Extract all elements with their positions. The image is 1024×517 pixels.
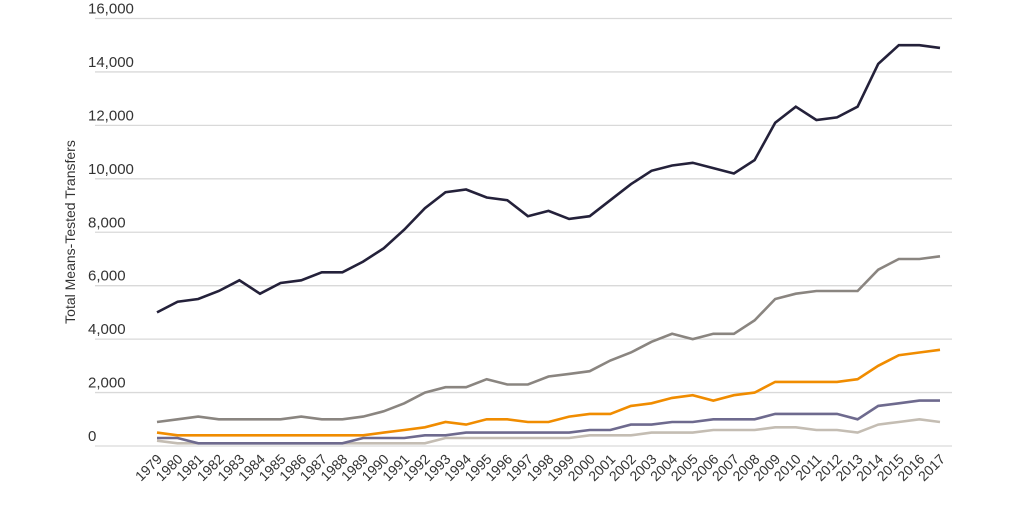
series-line-2 bbox=[156, 255, 941, 424]
y-tick-label: 8,000 bbox=[88, 214, 126, 231]
series-line-1 bbox=[156, 43, 941, 314]
series-lines bbox=[156, 43, 941, 445]
y-axis-ticks: 0 2,000 4,000 6,000 8,000 10,000 12,000 14,000 1… bbox=[88, 1, 134, 446]
series-line-3 bbox=[156, 348, 941, 437]
y-tick-label: 12,000 bbox=[88, 107, 134, 124]
y-tick-label: 0 bbox=[88, 428, 96, 445]
y-tick-label: 6,000 bbox=[88, 268, 126, 285]
x-axis-ticks: 1979198019811982198319841985198619871988… bbox=[132, 451, 948, 484]
y-tick-label: 16,000 bbox=[88, 1, 134, 18]
y-tick-label: 4,000 bbox=[88, 321, 126, 338]
y-tick-label: 10,000 bbox=[88, 161, 134, 178]
gridlines bbox=[95, 17, 952, 447]
y-tick-label: 2,000 bbox=[88, 375, 126, 392]
y-tick-label: 14,000 bbox=[88, 54, 134, 71]
series-line-4 bbox=[157, 399, 940, 445]
y-axis-label: Total Means-Tested Transfers bbox=[62, 140, 78, 324]
